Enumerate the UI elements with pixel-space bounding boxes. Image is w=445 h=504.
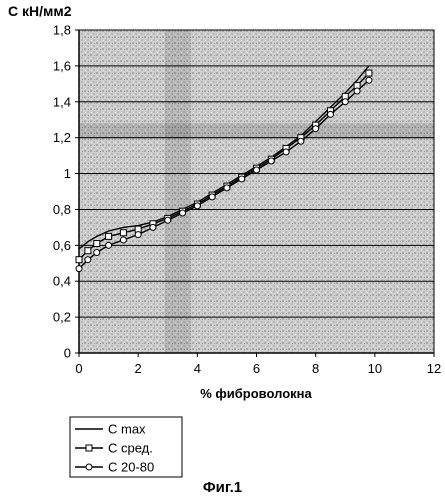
x-tick-label: 8 bbox=[312, 361, 319, 376]
data-point bbox=[268, 158, 274, 164]
data-point bbox=[224, 185, 230, 191]
y-tick-label: 1,2 bbox=[53, 130, 71, 145]
y-tick-label: 0,4 bbox=[53, 274, 71, 289]
data-point bbox=[366, 77, 372, 83]
data-point bbox=[94, 250, 100, 256]
plot-shade-band bbox=[165, 30, 191, 353]
legend-label: С 20-80 bbox=[108, 460, 154, 475]
data-point bbox=[298, 138, 304, 144]
data-point bbox=[76, 266, 82, 272]
y-tick-label: 0,2 bbox=[53, 310, 71, 325]
figure-caption: Фиг.1 bbox=[0, 479, 445, 496]
x-tick-label: 10 bbox=[368, 361, 382, 376]
data-point bbox=[327, 111, 333, 117]
legend-label: С max bbox=[108, 422, 146, 437]
x-tick-label: 6 bbox=[253, 361, 260, 376]
data-point bbox=[85, 257, 91, 263]
data-point bbox=[165, 217, 171, 223]
data-point bbox=[85, 248, 91, 254]
y-axis-title: С кН/мм2 bbox=[8, 3, 72, 19]
data-point bbox=[135, 232, 141, 238]
y-tick-label: 1,8 bbox=[53, 23, 71, 38]
data-point bbox=[313, 126, 319, 132]
x-tick-label: 12 bbox=[427, 361, 441, 376]
data-point bbox=[180, 210, 186, 216]
y-tick-label: 1 bbox=[64, 166, 71, 181]
data-point bbox=[76, 257, 82, 263]
y-tick-label: 0 bbox=[64, 346, 71, 361]
data-point bbox=[194, 203, 200, 209]
y-tick-label: 1,4 bbox=[53, 94, 71, 109]
x-tick-label: 0 bbox=[75, 361, 82, 376]
plot-area bbox=[79, 30, 434, 353]
data-point bbox=[354, 88, 360, 94]
data-point bbox=[106, 233, 112, 239]
x-tick-label: 4 bbox=[194, 361, 201, 376]
data-point bbox=[254, 167, 260, 173]
y-tick-label: 0,8 bbox=[53, 202, 71, 217]
data-point bbox=[342, 99, 348, 105]
data-point bbox=[209, 194, 215, 200]
plot-shade-band bbox=[79, 123, 434, 139]
data-point bbox=[366, 70, 372, 76]
data-point bbox=[150, 224, 156, 230]
data-point bbox=[283, 149, 289, 155]
data-point bbox=[94, 241, 100, 247]
x-tick-label: 2 bbox=[135, 361, 142, 376]
legend-label: С сред. bbox=[108, 441, 153, 456]
y-tick-label: 1,6 bbox=[53, 58, 71, 73]
legend-marker bbox=[86, 464, 92, 470]
data-point bbox=[239, 176, 245, 182]
data-point bbox=[120, 237, 126, 243]
data-point bbox=[106, 242, 112, 248]
y-tick-label: 0,6 bbox=[53, 238, 71, 253]
data-point bbox=[120, 230, 126, 236]
x-axis-title: % фиброволокна bbox=[200, 386, 312, 401]
legend-marker bbox=[86, 445, 92, 451]
